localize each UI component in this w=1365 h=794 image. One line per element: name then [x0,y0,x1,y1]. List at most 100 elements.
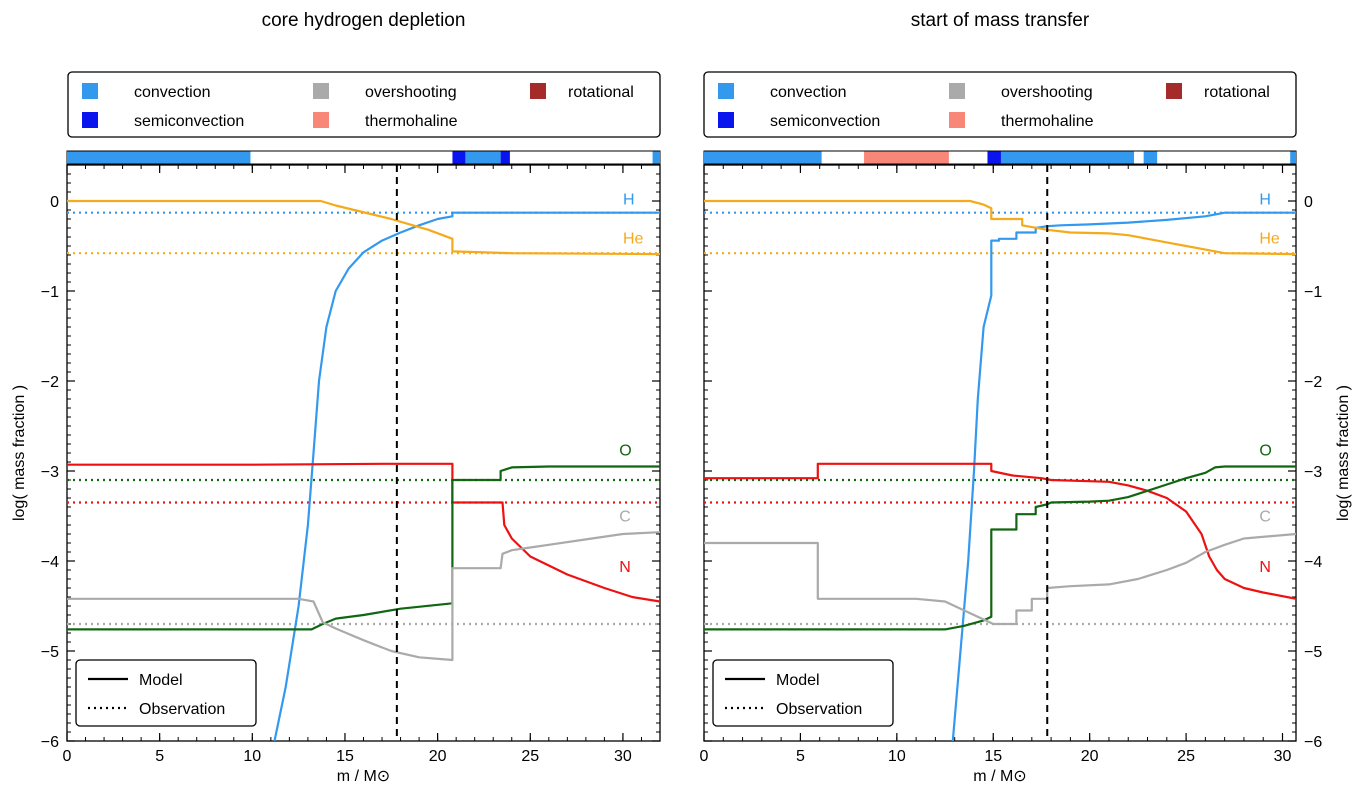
region-thermohaline [864,151,949,164]
legend-swatch-semiconvection [82,112,98,128]
series-line-N [704,462,1296,600]
x-axis-label: m / M⊙ [973,768,1026,785]
legend-model-label: Model [776,672,820,689]
region-legend-box [67,71,661,138]
series-line-H [273,211,660,741]
chart-panel-right: start of mass transfer convection semiconv… [700,10,1352,785]
x-tick-label: 25 [521,748,539,765]
y-tick-label: −5 [1304,644,1322,661]
y-tick-label: 0 [1304,194,1313,211]
legend-label-rotational: rotational [1204,84,1270,101]
chart-title: start of mass transfer [911,10,1090,31]
legend-label-thermohaline: thermohaline [365,113,458,130]
y-tick-label: −3 [41,464,59,481]
plot-area [704,165,1296,741]
series-line-H [951,211,1296,741]
y-tick-label: −4 [41,554,59,571]
line-legend-box [75,659,257,727]
y-tick-label: −1 [41,284,59,301]
series-label-He: He [1259,230,1280,247]
series-line-He [67,199,660,256]
region-convection [1143,151,1158,164]
line-legend-box [712,659,894,727]
region-convection [1000,151,1135,164]
legend-label-overshooting: overshooting [1001,84,1093,101]
legend-label-semiconvection: semiconvection [134,113,244,130]
x-tick-label: 0 [700,748,709,765]
legend-label-overshooting: overshooting [365,84,457,101]
region-semiconvection [987,151,1001,164]
legend-swatch-thermohaline [313,112,329,128]
y-tick-label: 0 [50,194,59,211]
region-semiconvection [500,151,510,164]
series-label-O: O [1259,443,1271,460]
series-label-He: He [623,230,644,247]
series-line-N [67,462,660,603]
series-line-He [704,199,1296,256]
region-convection [465,151,501,164]
region-convection [704,151,822,164]
legend-swatch-overshooting [313,83,329,99]
region-semiconvection [452,151,466,164]
legend-observation-label: Observation [139,701,225,718]
x-tick-label: 30 [614,748,632,765]
legend-swatch-thermohaline [949,112,965,128]
x-tick-label: 20 [429,748,447,765]
legend-swatch-overshooting [949,83,965,99]
region-legend-box [703,71,1297,138]
chart-title: core hydrogen depletion [262,10,466,31]
legend-label-convection: convection [134,84,211,101]
x-tick-label: 30 [1274,748,1292,765]
y-tick-label: −5 [41,644,59,661]
x-tick-label: 25 [1177,748,1195,765]
y-tick-label: −6 [1304,734,1322,751]
x-tick-label: 15 [336,748,354,765]
region-convection [1290,151,1296,164]
x-tick-label: 15 [984,748,1002,765]
legend-swatch-convection [718,83,734,99]
region-convection [652,151,660,164]
legend-swatch-semiconvection [718,112,734,128]
x-tick-label: 0 [63,748,72,765]
x-tick-label: 5 [796,748,805,765]
series-label-N: N [1259,559,1271,576]
legend-model-label: Model [139,672,183,689]
y-axis-label: log( mass fraction ) [1335,385,1352,521]
legend-label-convection: convection [770,84,847,101]
legend-swatch-convection [82,83,98,99]
series-label-C: C [619,508,631,525]
x-tick-label: 10 [888,748,906,765]
x-axis-label: m / M⊙ [337,768,390,785]
plot-frame [703,164,1297,742]
y-tick-label: −6 [41,734,59,751]
x-tick-label: 10 [243,748,261,765]
legend-swatch-rotational [1166,83,1182,99]
legend-observation-label: Observation [776,701,862,718]
series-line-O [67,465,660,631]
legend-label-thermohaline: thermohaline [1001,113,1094,130]
series-line-C [67,531,660,662]
x-tick-label: 20 [1081,748,1099,765]
legend-label-semiconvection: semiconvection [770,113,880,130]
series-line-C [704,532,1296,626]
x-tick-label: 5 [155,748,164,765]
series-label-N: N [619,559,631,576]
y-tick-label: −4 [1304,554,1322,571]
series-label-C: C [1259,508,1271,525]
y-tick-label: −2 [1304,374,1322,391]
y-tick-label: −1 [1304,284,1322,301]
y-axis-label: log( mass fraction ) [11,385,28,521]
series-label-O: O [619,443,631,460]
y-tick-label: −3 [1304,464,1322,481]
series-label-H: H [1259,192,1271,209]
series-label-H: H [623,192,635,209]
legend-swatch-rotational [530,83,546,99]
legend-label-rotational: rotational [568,84,634,101]
chart-panel-left: core hydrogen depletion convection semicon… [11,10,661,785]
y-tick-label: −2 [41,374,59,391]
plot-area [67,165,660,741]
series-line-O [704,465,1296,631]
region-convection [67,151,251,164]
